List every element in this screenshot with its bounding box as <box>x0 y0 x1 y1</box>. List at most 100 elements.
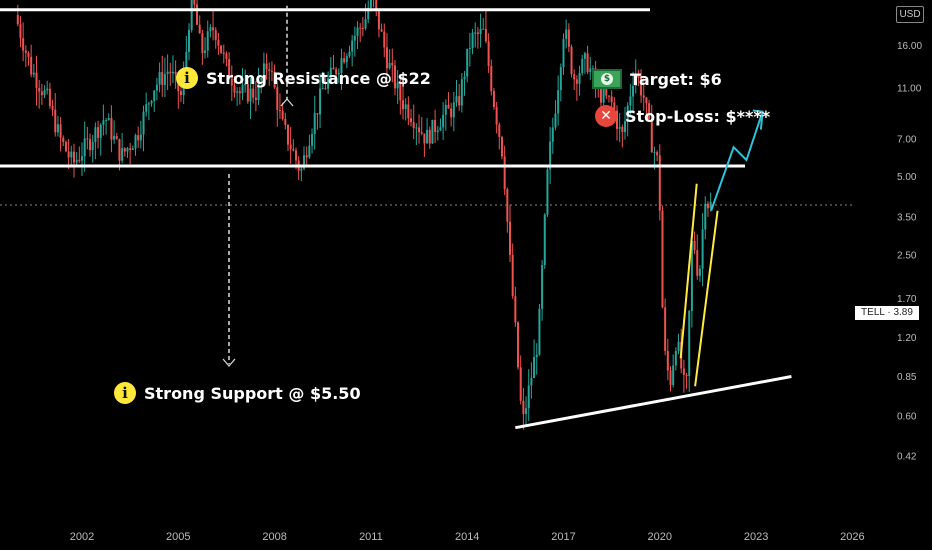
candle <box>206 20 209 58</box>
candle <box>35 55 38 106</box>
candle <box>72 143 75 178</box>
candle <box>656 150 659 162</box>
candle <box>364 3 367 31</box>
candle <box>399 75 402 115</box>
candle <box>460 73 463 113</box>
candle <box>367 0 370 24</box>
candle <box>332 55 335 70</box>
candle <box>48 82 51 109</box>
candle <box>97 120 100 149</box>
y-tick-label: 5.00 <box>897 172 917 183</box>
candle <box>439 118 442 132</box>
candle <box>482 18 485 30</box>
candle <box>142 105 145 152</box>
candle <box>629 83 632 116</box>
candle <box>59 117 62 152</box>
candle <box>490 59 493 96</box>
candle <box>321 71 324 90</box>
candle <box>509 204 511 263</box>
arrow-head <box>752 109 764 130</box>
candle <box>209 24 212 38</box>
candle <box>289 126 292 164</box>
candle <box>337 68 340 84</box>
candle <box>214 27 217 49</box>
channel-upper[interactable] <box>679 183 698 359</box>
candle <box>484 10 487 44</box>
candle <box>519 355 522 405</box>
candle <box>91 134 94 163</box>
target-annotation: $ Target: $6 <box>592 69 722 89</box>
candle <box>458 83 461 111</box>
arrow-down-icon <box>222 358 236 367</box>
candle <box>442 102 445 140</box>
candle <box>674 347 677 371</box>
candle <box>268 62 271 86</box>
x-tick-label: 2002 <box>70 531 94 543</box>
candle <box>474 22 477 48</box>
candle <box>616 105 618 141</box>
candle <box>236 87 239 106</box>
candle <box>38 79 41 109</box>
projection-arrow[interactable] <box>710 111 764 212</box>
candle <box>305 146 308 166</box>
candle <box>40 83 43 105</box>
candle <box>201 29 204 65</box>
candle <box>278 93 281 119</box>
candle <box>575 75 578 101</box>
candle <box>24 45 27 67</box>
candle <box>359 23 362 43</box>
candle <box>311 128 314 154</box>
candle <box>554 100 557 131</box>
candle <box>447 92 450 109</box>
candle <box>450 102 453 127</box>
arrow-up-icon <box>280 98 294 107</box>
x-tick-label: 2005 <box>166 531 190 543</box>
candle <box>444 99 447 131</box>
candle <box>589 56 592 80</box>
candle <box>351 34 354 67</box>
candle <box>70 145 73 166</box>
y-tick-label: 0.60 <box>897 411 917 422</box>
candle <box>222 44 225 64</box>
x-axis: 2002 2005 2008 2011 2014 2017 2020 2023 2026 <box>70 531 865 543</box>
candle <box>546 167 549 217</box>
candle <box>626 102 629 137</box>
channel-lower[interactable] <box>694 210 719 387</box>
candle <box>171 55 174 84</box>
candle <box>324 77 327 90</box>
candle <box>377 8 380 38</box>
candle <box>506 187 509 233</box>
candle <box>533 339 536 379</box>
candle <box>163 57 166 98</box>
y-axis: 0.42 0.60 0.85 1.20 1.70 2.50 3.50 5.00 7.00 11.0… <box>897 41 922 462</box>
candle <box>43 85 46 99</box>
candle <box>559 63 562 102</box>
candle <box>105 117 108 135</box>
candle <box>340 48 343 90</box>
resistance-annotation: i Strong Resistance @ $22 <box>176 67 431 89</box>
candle <box>410 108 413 127</box>
candle <box>669 366 672 392</box>
candle <box>153 90 156 112</box>
candle <box>541 260 544 321</box>
candle <box>246 80 249 104</box>
candle <box>696 234 699 280</box>
candle <box>281 102 284 121</box>
candle <box>166 54 169 91</box>
candle <box>81 142 83 177</box>
candle <box>527 369 530 422</box>
candle <box>147 102 150 121</box>
candle <box>56 115 59 137</box>
candle <box>503 145 506 196</box>
x-tick-label: 2026 <box>840 531 864 543</box>
resistance-label: Strong Resistance @ $22 <box>206 68 431 88</box>
y-tick-label: 7.00 <box>897 134 917 145</box>
candle <box>688 309 691 392</box>
candle <box>412 104 415 140</box>
candle <box>131 145 134 151</box>
trendline[interactable] <box>515 375 792 430</box>
candle <box>335 67 338 81</box>
candle <box>677 333 680 355</box>
candle <box>420 117 423 136</box>
